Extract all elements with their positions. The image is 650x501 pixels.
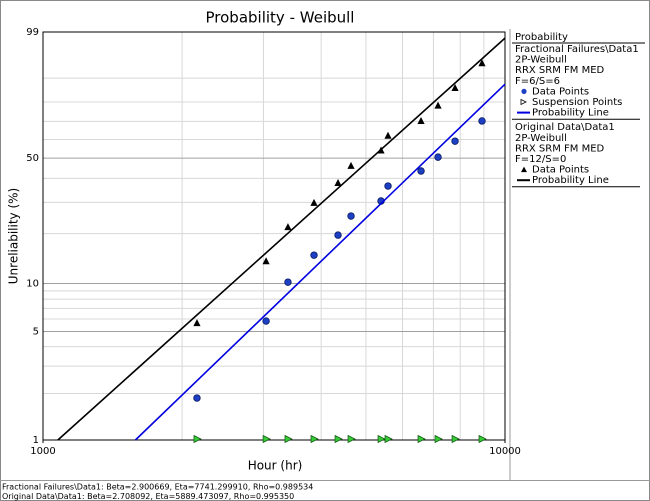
data-point <box>347 161 355 169</box>
legend-label: Data Points <box>532 86 589 97</box>
suspension-point <box>417 434 426 444</box>
probability-line <box>134 83 506 441</box>
data-point <box>384 182 392 190</box>
data-point <box>417 116 425 124</box>
plot-area <box>43 32 505 440</box>
footer-text: Fractional Failures\Data1: Beta=2.900669… <box>2 483 313 492</box>
y-axis-label: Unreliability (%) <box>7 188 21 284</box>
data-point <box>478 59 486 67</box>
x-tick-label: 10000 <box>489 446 521 457</box>
legend-header: Fractional Failures\Data1 <box>515 44 639 55</box>
data-point <box>434 153 442 161</box>
x-axis-label: Hour (hr) <box>248 459 303 473</box>
data-point <box>451 83 459 91</box>
data-point <box>193 394 201 402</box>
data-point <box>334 231 342 239</box>
legend-swatch <box>520 98 527 106</box>
legend-label: Probability Line <box>532 108 609 119</box>
suspension-point <box>262 434 271 444</box>
data-point <box>262 317 270 325</box>
suspension-point <box>478 434 487 444</box>
suspension-point <box>434 434 443 444</box>
suspension-point <box>310 434 319 444</box>
data-point <box>310 251 318 259</box>
legend-header: 2P-Weibull <box>515 55 567 66</box>
probability-line <box>57 37 506 441</box>
data-point <box>384 131 392 139</box>
suspension-point <box>284 434 293 444</box>
data-point <box>193 319 201 327</box>
chart-title: Probability - Weibull <box>206 9 355 27</box>
legend-label: Probability Line <box>532 175 609 186</box>
y-tick-label: 10 <box>26 279 39 290</box>
suspension-point <box>334 434 343 444</box>
x-tick-label: 1000 <box>30 446 55 457</box>
data-point <box>334 179 342 187</box>
data-point <box>417 167 425 175</box>
legend-header: F=12/S=0 <box>515 154 566 165</box>
legend-label: Data Points <box>532 165 589 176</box>
y-tick-label: 99 <box>26 27 39 38</box>
legend-swatch <box>521 166 527 173</box>
plot-border <box>42 31 506 441</box>
data-point <box>478 117 486 125</box>
legend-title: Probability <box>515 32 568 43</box>
legend-header: Original Data\Data1 <box>515 122 615 133</box>
suspension-point <box>384 434 393 444</box>
legend-swatch <box>521 88 527 94</box>
legend-header: RRX SRM FM MED <box>515 65 605 76</box>
legend-header: F=6/S=6 <box>515 76 560 87</box>
data-point <box>284 223 292 231</box>
suspension-point <box>193 434 202 444</box>
suspension-point <box>451 434 460 444</box>
data-point <box>434 101 442 109</box>
footer-text: Original Data\Data1: Beta=2.708092, Eta=… <box>2 492 294 501</box>
suspension-point <box>347 434 356 444</box>
data-point <box>262 257 270 265</box>
legend-header: 2P-Weibull <box>515 133 567 144</box>
legend-header: RRX SRM FM MED <box>515 143 605 154</box>
data-point <box>347 212 355 220</box>
legend-label: Suspension Points <box>532 97 622 108</box>
data-point <box>284 278 292 286</box>
y-tick-label: 50 <box>26 153 39 164</box>
data-point <box>310 198 318 206</box>
suspension-point <box>377 434 386 444</box>
y-tick-label: 1 <box>33 435 39 446</box>
y-tick-label: 5 <box>33 326 39 337</box>
data-point <box>451 137 459 145</box>
